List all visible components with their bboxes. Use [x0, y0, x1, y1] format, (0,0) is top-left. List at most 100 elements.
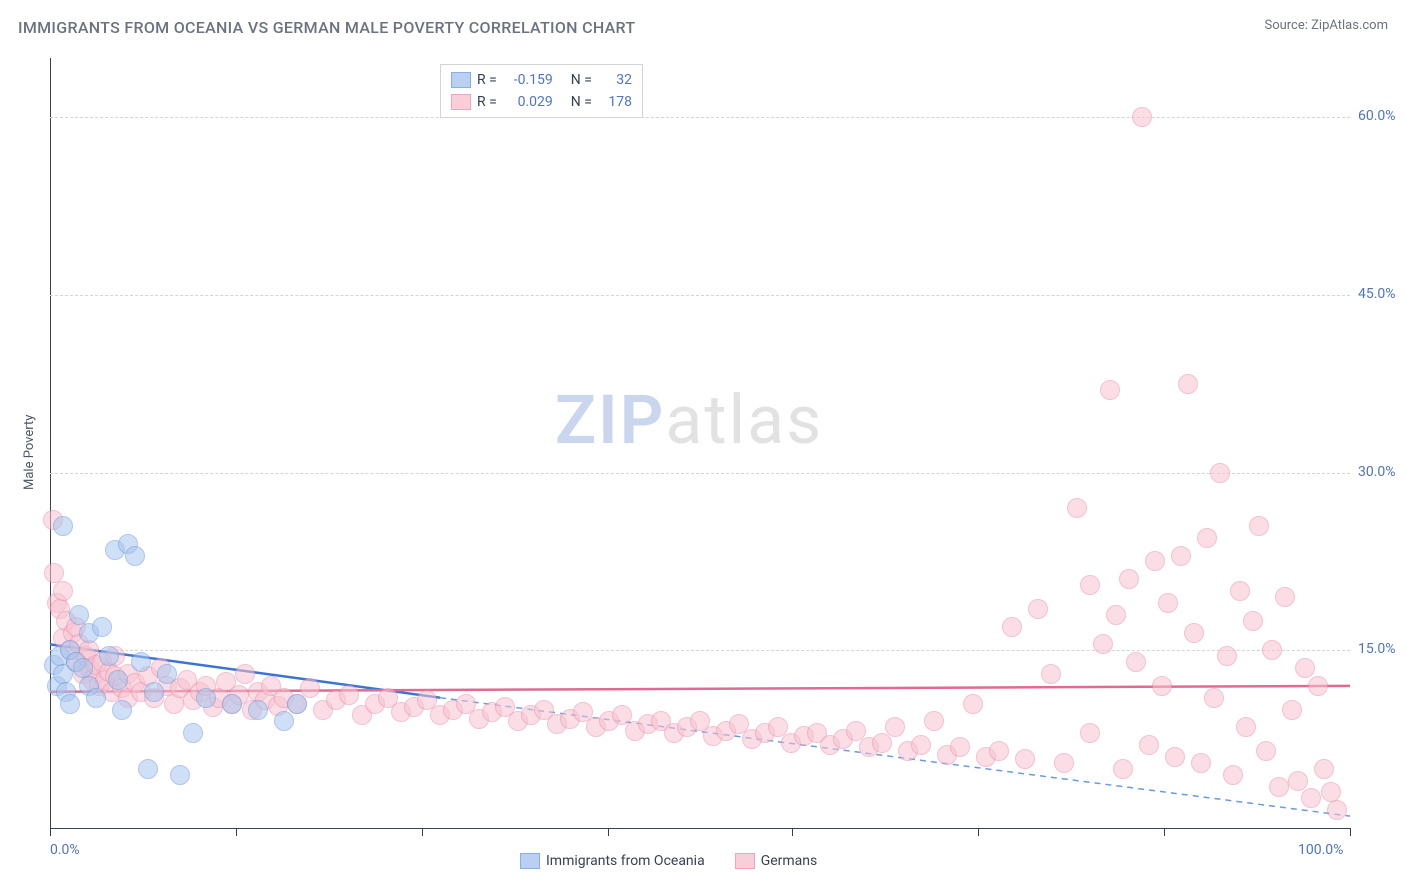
- data-point: [963, 694, 983, 714]
- legend-r-label: R =: [477, 94, 497, 110]
- data-point: [69, 605, 89, 625]
- data-point: [138, 759, 158, 779]
- data-point: [1178, 374, 1198, 394]
- correlation-legend: R = -0.159 N = 32 R = 0.029 N = 178: [440, 64, 643, 118]
- legend-swatch: [735, 853, 755, 869]
- data-point: [911, 735, 931, 755]
- data-point: [53, 516, 73, 536]
- data-point: [872, 733, 892, 753]
- data-point: [1100, 380, 1120, 400]
- data-point: [989, 741, 1009, 761]
- x-label-left: 0.0%: [50, 842, 80, 858]
- legend-r-label: R =: [477, 72, 497, 88]
- x-tick: [1164, 828, 1165, 836]
- legend-n-value: 32: [598, 72, 632, 88]
- data-point: [99, 646, 119, 666]
- data-point: [196, 688, 216, 708]
- series-legend-item: Germans: [735, 850, 818, 872]
- data-point: [125, 546, 145, 566]
- x-tick: [1350, 828, 1351, 836]
- data-point: [1197, 528, 1217, 548]
- data-point: [1165, 747, 1185, 767]
- data-point: [248, 700, 268, 720]
- y-axis-label: Male Poverty: [22, 415, 37, 490]
- data-point: [1314, 759, 1334, 779]
- data-point: [1256, 741, 1276, 761]
- data-point: [131, 652, 151, 672]
- data-point: [1152, 676, 1172, 696]
- source-label: Source: ZipAtlas.com: [1264, 18, 1388, 33]
- data-point: [1067, 498, 1087, 518]
- legend-row: R = 0.029 N = 178: [451, 91, 632, 113]
- x-tick: [608, 828, 609, 836]
- data-point: [287, 694, 307, 714]
- data-point: [112, 700, 132, 720]
- legend-r-value: -0.159: [503, 72, 553, 88]
- chart-title: IMMIGRANTS FROM OCEANIA VS GERMAN MALE P…: [18, 18, 635, 37]
- data-point: [1158, 593, 1178, 613]
- data-point: [1269, 777, 1289, 797]
- data-point: [1288, 771, 1308, 791]
- data-point: [1080, 575, 1100, 595]
- data-point: [1054, 753, 1074, 773]
- data-point: [157, 664, 177, 684]
- x-tick: [422, 828, 423, 836]
- data-point: [1295, 658, 1315, 678]
- legend-swatch: [451, 72, 471, 88]
- data-point: [1217, 646, 1237, 666]
- data-point: [1002, 617, 1022, 637]
- data-point: [1210, 463, 1230, 483]
- data-point: [1191, 753, 1211, 773]
- y-tick-label: 30.0%: [1358, 464, 1396, 480]
- legend-n-label: N =: [571, 72, 592, 88]
- data-point: [1223, 765, 1243, 785]
- series-legend-item: Immigrants from Oceania: [520, 850, 705, 872]
- x-tick: [792, 828, 793, 836]
- gridline: [50, 117, 1350, 118]
- y-tick-label: 60.0%: [1358, 108, 1396, 124]
- legend-r-value: 0.029: [503, 94, 553, 110]
- y-tick-label: 15.0%: [1358, 641, 1396, 657]
- data-point: [1275, 587, 1295, 607]
- gridline: [50, 473, 1350, 474]
- series-name: Germans: [761, 853, 818, 869]
- data-point: [60, 694, 80, 714]
- source-link[interactable]: ZipAtlas.com: [1311, 18, 1388, 33]
- data-point: [170, 765, 190, 785]
- data-point: [222, 694, 242, 714]
- series-name: Immigrants from Oceania: [546, 853, 705, 869]
- x-tick: [978, 828, 979, 836]
- gridline: [50, 295, 1350, 296]
- data-point: [1249, 516, 1269, 536]
- data-point: [1230, 581, 1250, 601]
- data-point: [1308, 676, 1328, 696]
- x-tick: [50, 828, 51, 836]
- legend-swatch: [451, 94, 471, 110]
- data-point: [1171, 546, 1191, 566]
- data-point: [108, 670, 128, 690]
- data-point: [92, 617, 112, 637]
- data-point: [144, 682, 164, 702]
- data-point: [1282, 700, 1302, 720]
- data-point: [1041, 664, 1061, 684]
- data-point: [86, 688, 106, 708]
- data-point: [1139, 735, 1159, 755]
- data-point: [1126, 652, 1146, 672]
- data-point: [235, 664, 255, 684]
- y-tick-label: 45.0%: [1358, 286, 1396, 302]
- data-point: [1106, 605, 1126, 625]
- data-point: [1204, 688, 1224, 708]
- data-point: [1113, 759, 1133, 779]
- data-point: [1243, 611, 1263, 631]
- gridline: [50, 650, 1350, 651]
- legend-swatch: [520, 853, 540, 869]
- data-point: [1028, 599, 1048, 619]
- data-point: [53, 581, 73, 601]
- legend-row: R = -0.159 N = 32: [451, 69, 632, 91]
- x-tick: [236, 828, 237, 836]
- data-point: [1184, 623, 1204, 643]
- series-legend: Immigrants from Oceania Germans: [520, 850, 817, 872]
- legend-n-value: 178: [598, 94, 632, 110]
- x-label-right: 100.0%: [1298, 842, 1343, 858]
- legend-n-label: N =: [571, 94, 592, 110]
